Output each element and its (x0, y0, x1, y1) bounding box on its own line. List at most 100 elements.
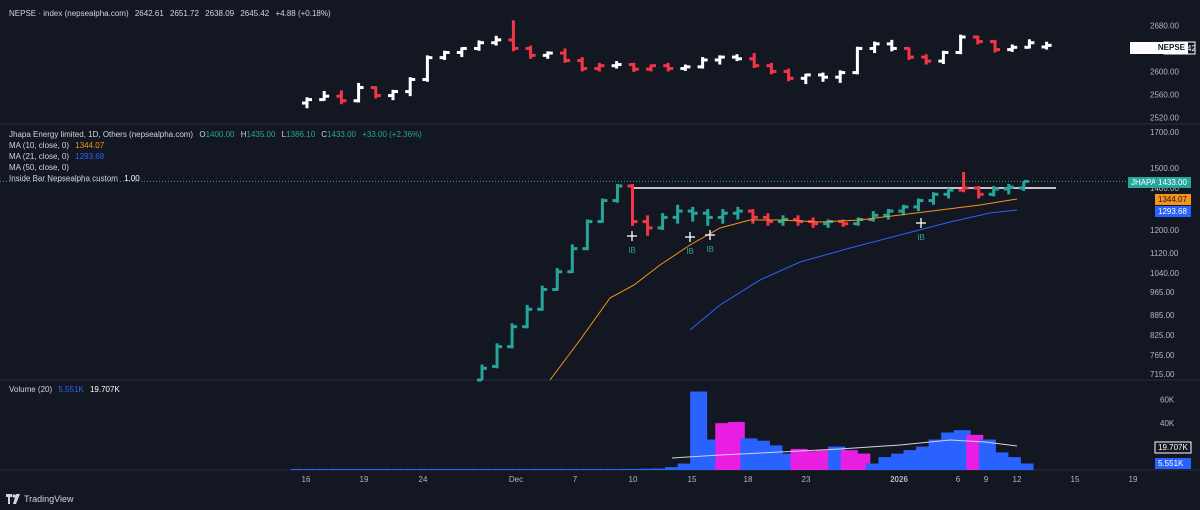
ohlc-open-tick (852, 71, 858, 75)
ohlc-close-tick (651, 64, 656, 68)
ohlc-bar (495, 343, 499, 369)
ohlc-bar (962, 172, 966, 193)
ohlc-close-tick (393, 90, 398, 94)
ma10-legend[interactable]: MA (10, close, 0) 1344.07 (9, 140, 108, 151)
volume-label: Volume (20) (9, 385, 53, 394)
ohlc-open-tick (388, 94, 393, 98)
ohlc-bar (752, 53, 756, 68)
y-tick-label: 1040.00 (1150, 269, 1179, 278)
ohlc-close-tick (513, 46, 519, 50)
ohlc-close-tick (617, 184, 623, 188)
ohlc-bar (701, 57, 705, 69)
nepse-close: 2645.42 (240, 9, 270, 18)
ohlc-open-tick (835, 75, 841, 79)
ma21-label: MA (21, close, 0) (9, 152, 70, 161)
nepse-tag-name: NEPSE (1157, 43, 1185, 52)
volume-bar (341, 468, 354, 470)
ohlc-close-tick (587, 220, 593, 224)
ohlc-bar (631, 184, 634, 226)
ma50-legend[interactable]: MA (50, close, 0) (9, 162, 73, 173)
volume-bar (290, 468, 304, 470)
stock-title[interactable]: Jhapa Energy limited, 1D, Others (nepsea… (9, 130, 194, 139)
ohlc-open-tick (886, 42, 892, 46)
ohlc-open-tick (370, 86, 376, 90)
ma21-line (689, 209, 1018, 331)
nepse-low: 2638.09 (205, 9, 235, 18)
x-tick-label: 7 (573, 475, 578, 484)
volume-bar (542, 468, 555, 470)
ohlc-open-tick (904, 46, 909, 50)
ohlc-open-tick (732, 211, 738, 215)
ma21-value: 1293.68 (75, 152, 105, 161)
ohlc-bar (646, 215, 650, 236)
tradingview-logo[interactable]: TradingView (6, 494, 74, 504)
volume-bar (617, 468, 630, 470)
ohlc-close-tick (307, 98, 312, 102)
ohlc-close-tick (823, 75, 828, 79)
volume-bar (316, 468, 329, 470)
ohlc-close-tick (1046, 43, 1052, 47)
ohlc-close-tick (358, 86, 364, 90)
y-tick-label: 40K (1160, 419, 1175, 428)
ohlc-bar (580, 57, 584, 72)
ohlc-open-tick (988, 192, 994, 196)
y-tick-label: 60K (1160, 396, 1175, 405)
jhapa-value-box (1155, 177, 1191, 188)
ohlc-open-tick (747, 209, 753, 213)
ohlc-close-tick (719, 55, 725, 59)
ma21-legend[interactable]: MA (21, close, 0) 1293.68 (9, 151, 108, 162)
y-tick-label: 1400.00 (1150, 184, 1179, 193)
ohlc-open-tick (766, 64, 772, 68)
volume-bar (665, 467, 683, 470)
volume-bar (567, 468, 580, 470)
ohlc-close-tick (512, 325, 518, 329)
volume-ma-line (671, 439, 1018, 459)
volume-bar (491, 468, 504, 470)
volume-legend[interactable]: Volume (20) 5.551K 19.707K (9, 384, 124, 395)
x-tick-label: 16 (302, 475, 311, 484)
x-tick-label: 18 (744, 475, 753, 484)
inside-bar-legend[interactable]: Inside Bar Nepsealpha custom 1.00 (9, 173, 144, 184)
ohlc-bar (993, 39, 997, 53)
volume-bar (391, 468, 404, 470)
ohlc-open-tick (422, 77, 428, 81)
ohlc-close-tick (677, 209, 683, 213)
ohlc-close-tick (888, 209, 894, 213)
ohlc-close-tick (482, 366, 487, 370)
ohlc-bar (529, 45, 533, 59)
nepse-symbol[interactable]: NEPSE · index (nepsealpha.com) (9, 9, 129, 18)
ohlc-close-tick (918, 199, 924, 203)
volume-bar (639, 468, 657, 470)
ohlc-close-tick (873, 213, 879, 217)
ohlc-bar (425, 55, 429, 82)
ohlc-bar (585, 219, 589, 251)
ma10-tag-value: 1344.07 (1158, 195, 1187, 204)
y-tick-label: 1500.00 (1150, 164, 1179, 173)
ohlc-close-tick (427, 56, 433, 60)
ohlc-open-tick (507, 345, 513, 349)
ohlc-open-tick (913, 205, 919, 209)
volume-bar (516, 468, 529, 470)
ohlc-close-tick (840, 71, 846, 75)
ohlc-open-tick (456, 50, 462, 54)
ohlc-bar (555, 268, 559, 291)
ohlc-open-tick (627, 184, 633, 188)
ohlc-open-tick (973, 186, 979, 190)
ohlc-close-tick (798, 220, 804, 224)
ohlc-close-tick (978, 192, 984, 196)
volume-bar (1016, 463, 1034, 470)
ohlc-open-tick (1018, 186, 1024, 190)
ohlc-open-tick (537, 307, 543, 311)
ma21-tag-value: 1293.68 (1158, 207, 1187, 216)
ohlc-open-tick (611, 64, 617, 68)
volume-bar (466, 468, 479, 470)
ohlc-open-tick (955, 50, 961, 54)
open-value: 1400.00 (205, 130, 235, 139)
close-label: C (321, 130, 328, 139)
ohlc-close-tick (632, 220, 638, 224)
ohlc-close-tick (527, 307, 533, 311)
ohlc-open-tick (1041, 45, 1047, 49)
ohlc-open-tick (749, 57, 755, 61)
volume-bar (454, 468, 467, 470)
